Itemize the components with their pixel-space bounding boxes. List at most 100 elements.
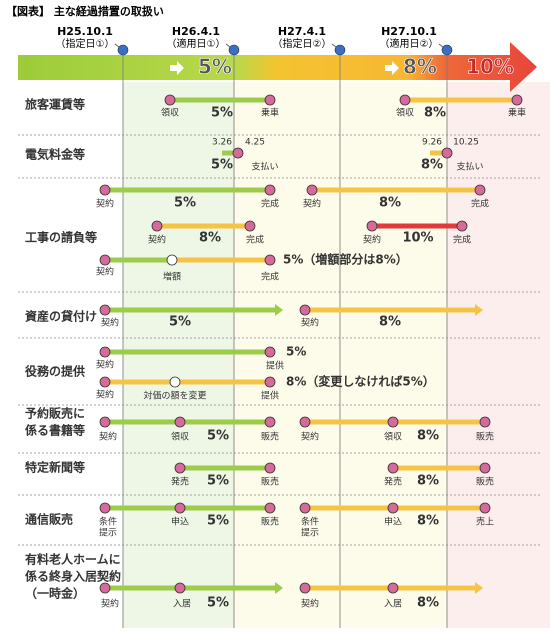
period-arrow [475, 304, 483, 316]
rate: 5% [198, 55, 232, 79]
rate-label: 5% [211, 158, 233, 173]
event-label: 10.25 [453, 138, 479, 148]
event-dot [164, 94, 176, 106]
rate-label: 5% [286, 345, 306, 359]
event-label: 契約 [303, 198, 321, 210]
event-label: 契約 [96, 266, 114, 278]
period-arrow [275, 304, 283, 316]
row-label: 予約販売に [25, 406, 85, 421]
date-dot [117, 44, 129, 56]
rate-label: 5% [174, 196, 196, 211]
event-label: 契約 [96, 198, 114, 210]
event-label: 完成 [261, 198, 279, 210]
event-label: 領収 [396, 107, 414, 119]
date-label: （指定日①） [56, 37, 115, 50]
event-label: 販売 [261, 476, 279, 488]
band-pink [447, 82, 550, 628]
rate-label: 8% [417, 596, 439, 611]
event-dot [232, 147, 244, 159]
rate-label: 8% [379, 196, 401, 211]
row-label: 工事の請負等 [25, 230, 97, 245]
event-label: 条件 [301, 516, 319, 528]
band-green [123, 82, 234, 628]
event-dot [306, 184, 318, 196]
event-label: 契約 [301, 317, 319, 329]
event-label: 領収 [384, 431, 402, 443]
event-dot [174, 416, 186, 428]
period-bar [105, 419, 270, 425]
row-label: 電気料金等 [25, 147, 85, 162]
event-label: 対価の額を変更 [143, 390, 206, 402]
date-dot [334, 44, 346, 56]
rate-label: 10% [402, 231, 433, 246]
event-label: 販売 [476, 431, 494, 443]
date: H26.4.1 [172, 25, 220, 38]
period-bar [105, 257, 172, 263]
date-label: （適用日②） [380, 37, 439, 50]
period-bar [222, 150, 238, 156]
rate-label: 5% [207, 474, 229, 489]
period-bar [172, 257, 270, 263]
event-dot [366, 220, 378, 232]
event-label: 支払い [251, 161, 278, 173]
period-bar [105, 585, 275, 591]
date-dot [441, 44, 453, 56]
event-label: 提供 [261, 390, 279, 402]
event-dot [99, 254, 111, 266]
rate-label: 8% [417, 514, 439, 529]
row-label: 有料老人ホームに [25, 552, 121, 567]
event-label: 完成 [246, 234, 264, 246]
event-label: 4.25 [245, 138, 265, 148]
row-label: 係る終身入居契約 [25, 569, 121, 584]
event-dot [479, 416, 491, 428]
event-dot [387, 582, 399, 594]
event-label: 契約 [96, 389, 114, 401]
event-label: 契約 [301, 598, 319, 610]
event-dot [174, 582, 186, 594]
period-bar [105, 307, 275, 313]
period-bar [405, 97, 517, 103]
event-label: 増額 [163, 271, 181, 283]
event-dot [387, 462, 399, 474]
row-label: 特定新聞等 [25, 460, 85, 475]
event-dot [264, 462, 276, 474]
row-label: 資産の貸付け [25, 309, 97, 324]
event-label: 提示 [99, 528, 117, 539]
event-label: 申込 [384, 516, 402, 528]
rate-label: 5% [207, 596, 229, 611]
rate-label: 5% [207, 514, 229, 529]
period-bar [105, 379, 270, 385]
event-dot [399, 94, 411, 106]
period-bar [430, 150, 447, 156]
event-dot [99, 582, 111, 594]
row-label: 役務の提供 [25, 364, 85, 379]
mini-arrow [170, 61, 184, 75]
period-bar [105, 505, 270, 511]
event-dot [511, 94, 523, 106]
event-dot [174, 462, 186, 474]
event-dot [474, 184, 486, 196]
time-arrow [18, 42, 537, 92]
event-dot [387, 416, 399, 428]
event-label: 乗車 [261, 107, 279, 119]
date: H27.10.1 [381, 25, 437, 38]
event-label: 販売 [261, 431, 279, 443]
row-label: 旅客運賃等 [25, 97, 85, 112]
rate-label: 5% [169, 315, 191, 330]
event-dot [99, 376, 111, 388]
date-label: （適用日①） [167, 37, 226, 50]
event-dot [264, 94, 276, 106]
event-label: 契約 [363, 234, 381, 246]
event-dot [151, 220, 163, 232]
event-dot [264, 376, 276, 388]
event-label: 3.26 [212, 138, 232, 148]
event-dot [99, 502, 111, 514]
rate-label: 5% [207, 429, 229, 444]
event-label: 提供 [266, 360, 284, 372]
rate-label: 8% [421, 158, 443, 173]
event-dot [99, 184, 111, 196]
event-label: 売上 [476, 516, 494, 528]
event-label: 契約 [99, 431, 117, 443]
period-arrow [475, 582, 483, 594]
rate-label: 8% [379, 315, 401, 330]
